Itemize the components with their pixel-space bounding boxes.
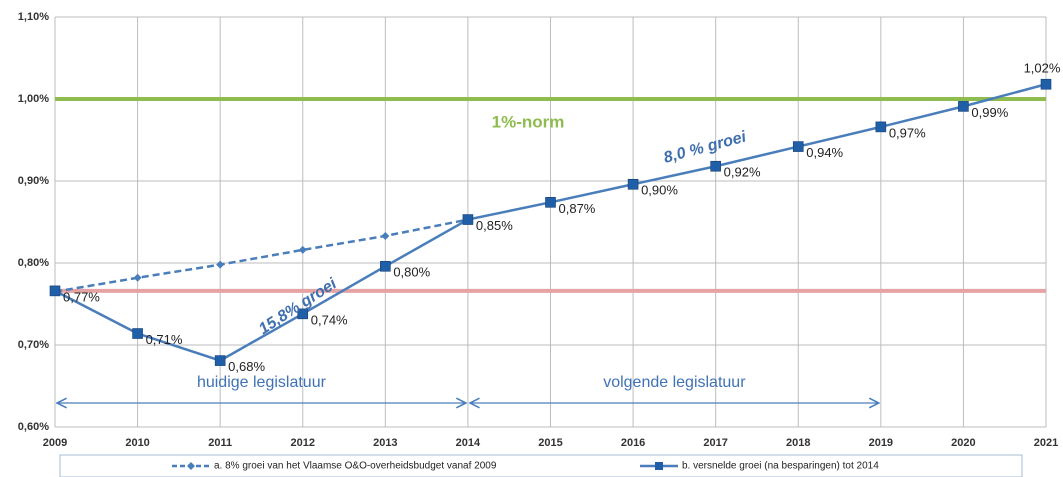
y-tick-label: 0,90% [18, 175, 49, 187]
value-label: 0,80% [393, 265, 430, 280]
marker [216, 260, 225, 269]
y-tick-label: 1,00% [18, 93, 49, 105]
x-tick-label: 2018 [786, 437, 810, 449]
value-label: 1,02% [1024, 61, 1061, 76]
x-tick-label: 2021 [1034, 437, 1058, 449]
x-tick-label: 2016 [621, 437, 645, 449]
value-label: 0,87% [559, 201, 596, 216]
value-label: 0,68% [228, 359, 265, 374]
value-label: 0,90% [641, 183, 678, 198]
legend-marker [187, 462, 195, 470]
legend-box [59, 454, 1023, 477]
legend-label: b. versnelde groei (na besparingen) tot … [682, 461, 879, 472]
value-label: 0,97% [889, 125, 926, 140]
value-label: 0,74% [311, 312, 348, 327]
period-label: huidige legislatuur [197, 374, 327, 391]
x-tick-label: 2015 [538, 437, 562, 449]
x-tick-label: 2010 [125, 437, 149, 449]
x-tick-label: 2020 [951, 437, 975, 449]
marker [49, 285, 61, 297]
marker [214, 355, 226, 366]
marker [1040, 78, 1052, 90]
x-tick-label: 2014 [456, 437, 481, 449]
x-tick-label: 2012 [291, 437, 315, 449]
series-line [54, 218, 469, 293]
y-tick-label: 0,80% [18, 257, 49, 269]
y-tick-label: 0,60% [18, 421, 49, 433]
marker [710, 160, 721, 172]
marker [298, 245, 307, 254]
value-label: 0,71% [146, 332, 183, 347]
period-label: volgende legislatuur [603, 374, 746, 391]
marker [297, 308, 309, 320]
marker [132, 328, 143, 339]
reference-label: 1%-norm [492, 112, 565, 131]
marker [381, 231, 390, 240]
x-tick-label: 2019 [869, 437, 893, 449]
marker [380, 260, 391, 272]
legend-label: a. 8% groei van het Vlaamse O&O-overheid… [214, 461, 497, 472]
value-label: 0,85% [476, 218, 513, 233]
marker [792, 141, 804, 152]
x-tick-label: 2011 [208, 437, 232, 449]
x-tick-label: 2013 [373, 437, 397, 449]
marker [627, 178, 639, 190]
x-tick-label: 2009 [43, 437, 67, 449]
marker [133, 273, 142, 282]
value-label: 0,94% [806, 145, 843, 160]
legend-marker [655, 462, 663, 470]
y-tick-label: 0,70% [18, 339, 49, 351]
annotation: 15,8% groei [256, 275, 340, 338]
value-label: 0,99% [971, 105, 1008, 120]
x-tick-label: 2017 [703, 437, 727, 449]
marker [462, 214, 474, 225]
value-label: 0,92% [724, 165, 761, 180]
marker [545, 197, 556, 208]
marker [958, 101, 969, 112]
marker [875, 121, 887, 133]
value-label: 0,77% [63, 289, 100, 304]
y-tick-label: 1,10% [18, 11, 49, 23]
